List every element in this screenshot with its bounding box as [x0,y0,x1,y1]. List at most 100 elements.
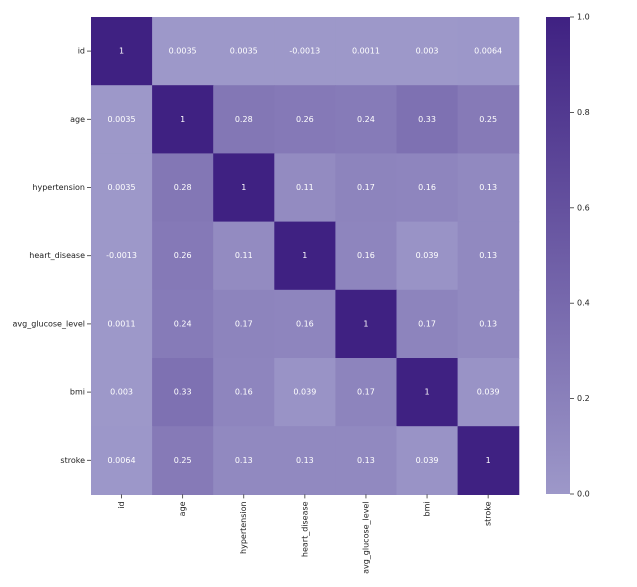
cell-value-label: 0.039 [477,388,500,397]
cell-value-label: 1 [486,456,491,465]
heatmap-cell-avg_glucose_level-age [152,289,214,359]
cell-value-label: 0.25 [174,456,192,465]
cell-value-label: -0.0013 [106,251,137,260]
heatmap-cell-id-heart_disease [274,17,336,86]
cell-value-label: 0.003 [416,47,439,56]
cell-value-label: 0.13 [296,456,314,465]
colorbar-tick-label: 0.4 [577,299,590,308]
heatmap-cell-avg_glucose_level-stroke [457,289,520,359]
cell-value-label: 0.16 [296,319,314,328]
heatmap-cell-age-heart_disease [274,85,336,154]
colorbar-tick-label: 0.0 [577,490,590,499]
heatmap-cell-avg_glucose_level-id [91,289,153,359]
heatmap-cell-hypertension-bmi [396,153,459,223]
heatmap-cell-heart_disease-id [91,221,153,291]
cell-value-label: 0.16 [235,388,253,397]
heatmap-cell-bmi-age [152,358,214,427]
x-tick-label-avg_glucose_level: avg_glucose_level [361,501,370,574]
cell-value-label: 0.0035 [108,183,136,192]
cell-annotations: 1 0.0035 0.0035 -0.0013 0.0011 0.003 0.0064 0.0… [106,47,502,465]
heatmap-cell-stroke-hypertension [213,426,275,495]
heatmap-cell-stroke-heart_disease [274,426,336,495]
cell-value-label: 1 [425,388,430,397]
cell-value-label: 1 [180,115,185,124]
colorbar-ticks: 0.0 0.2 0.4 0.6 0.8 1.0 [570,13,590,499]
cell-value-label: 0.33 [174,388,192,397]
cell-value-label: 0.13 [479,183,497,192]
cell-value-label: 0.039 [416,251,439,260]
heatmap-cell-stroke-id [91,426,153,495]
heatmap-cell-bmi-hypertension [213,358,275,427]
x-tick-label-heart_disease: heart_disease [300,501,309,557]
heatmap-cell-hypertension-avg_glucose_level [335,153,398,223]
cell-value-label: 0.24 [174,319,192,328]
heatmap-cell-bmi-heart_disease [274,358,336,427]
colorbar-tick-label: 0.2 [577,394,590,403]
heatmap-cell-avg_glucose_level-bmi [396,289,459,359]
colorbar-tick-label: 0.6 [577,203,590,212]
heatmap-cell-heart_disease-bmi [396,221,459,291]
heatmap-cell-stroke-avg_glucose_level [335,426,398,495]
cell-value-label: 0.17 [418,319,436,328]
cell-value-label: 1 [363,319,368,328]
cell-value-label: 0.0035 [169,47,197,56]
heatmap-cell-bmi-id [91,358,153,427]
cell-value-label: 0.0011 [108,319,136,328]
y-tick-label-avg_glucose_level: avg_glucose_level [13,319,86,328]
cell-value-label: 0.0064 [474,47,502,56]
cell-value-label: 0.0011 [352,47,380,56]
heatmap-cell-age-bmi [396,85,459,154]
cell-value-label: 0.16 [357,251,375,260]
heatmap-cell-id-stroke [457,17,520,86]
heatmap-cell-stroke-age [152,426,214,495]
cell-value-label: 0.26 [296,115,314,124]
cell-value-label: 0.0035 [108,115,136,124]
cell-value-label: 0.33 [418,115,436,124]
heatmap-cell-hypertension-id [91,153,153,223]
cell-value-label: 0.25 [479,115,497,124]
cell-value-label: 0.039 [293,388,316,397]
colorbar-gradient [546,17,570,494]
x-tick-label-id: id [117,501,126,508]
cell-value-label: 1 [119,47,124,56]
cell-value-label: 0.13 [235,456,253,465]
cell-value-label: 0.17 [357,183,375,192]
x-axis-ticks: id age hypertension heart_disease avg_glucos… [117,494,493,574]
heatmap-cell-heart_disease-hypertension [213,221,275,291]
y-tick-label-age: age [70,115,85,124]
y-tick-label-heart_disease: heart_disease [29,251,85,260]
cell-value-label: 1 [302,251,307,260]
heatmap-cell-id-age [152,17,214,86]
heatmap-cell-age-avg_glucose_level [335,85,398,154]
heatmap-cell-hypertension-heart_disease [274,153,336,223]
x-tick-label-stroke: stroke [484,501,493,526]
heatmap-cell-avg_glucose_level-heart_disease [274,289,336,359]
heatmap-cell-id-bmi [396,17,459,86]
heatmap-cell-heart_disease-heart_disease [274,221,336,291]
heatmap-cell-hypertension-stroke [457,153,520,223]
cell-value-label: 0.16 [418,183,436,192]
heatmap-cell-heart_disease-stroke [457,221,520,291]
heatmap-cell-hypertension-age [152,153,214,223]
colorbar: 0.0 0.2 0.4 0.6 0.8 1.0 [546,13,590,499]
heatmap-cell-stroke-bmi [396,426,459,495]
heatmap-cell-age-id [91,85,153,154]
heatmap-cells [91,17,520,495]
heatmap-cell-stroke-stroke [457,426,520,495]
heatmap-cell-heart_disease-age [152,221,214,291]
heatmap-cell-id-avg_glucose_level [335,17,398,86]
cell-value-label: 0.0064 [108,456,136,465]
cell-value-label: 0.003 [110,388,133,397]
heatmap-cell-id-hypertension [213,17,275,86]
y-axis-ticks: id age hypertension heart_disease avg_glucos… [13,47,91,465]
cell-value-label: 0.28 [174,183,192,192]
x-tick-label-hypertension: hypertension [239,501,248,554]
heatmap-cell-age-hypertension [213,85,275,154]
cell-value-label: 0.17 [235,319,253,328]
cell-value-label: 0.13 [479,251,497,260]
heatmap-cell-age-stroke [457,85,520,154]
y-tick-label-id: id [78,47,85,56]
heatmap-cell-bmi-avg_glucose_level [335,358,398,427]
heatmap-cell-bmi-stroke [457,358,520,427]
